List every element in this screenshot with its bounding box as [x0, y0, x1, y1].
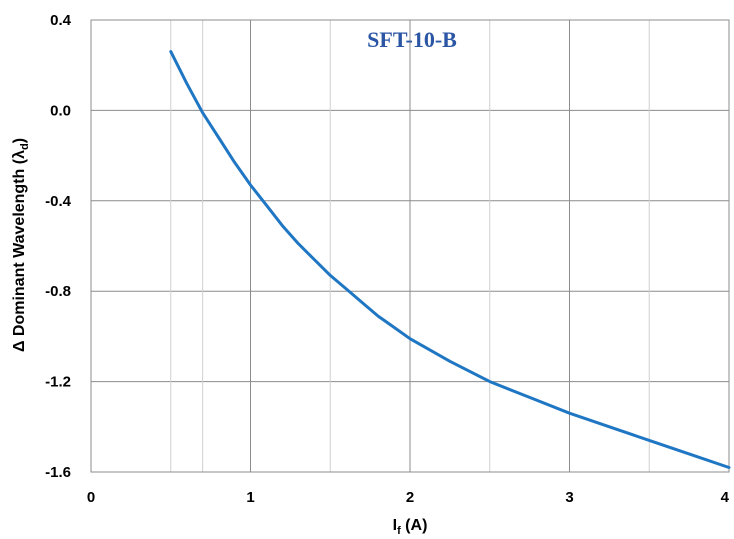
y-tick-label: 0.4: [50, 12, 72, 29]
x-tick-label: 0: [87, 489, 95, 506]
y-tick-label: 0.0: [50, 102, 71, 119]
y-tick-label: -0.8: [45, 283, 71, 300]
y-tick-label: -1.2: [45, 374, 71, 391]
y-tick-label: -0.4: [45, 193, 72, 210]
x-tick-label: 3: [565, 489, 573, 506]
series-group: [169, 50, 731, 469]
y-tick-labels: 0.4 0.0 -0.4 -0.8 -1.2 -1.6: [45, 12, 72, 481]
chart-annotation: SFT-10-B: [367, 27, 457, 52]
grid-lines: [90, 19, 730, 473]
x-tick-label: 4: [721, 489, 730, 506]
x-tick-label: 2: [406, 489, 414, 506]
x-tick-labels: 0 1 2 3 4: [87, 489, 730, 506]
series-line: [169, 50, 731, 469]
plot-area-frame: [90, 19, 730, 473]
x-axis-title: If (A): [393, 517, 428, 537]
y-tick-label: -1.6: [45, 464, 71, 481]
y-axis-title: Δ Dominant Wavelength (λd): [11, 138, 31, 352]
x-tick-label: 1: [246, 489, 254, 506]
